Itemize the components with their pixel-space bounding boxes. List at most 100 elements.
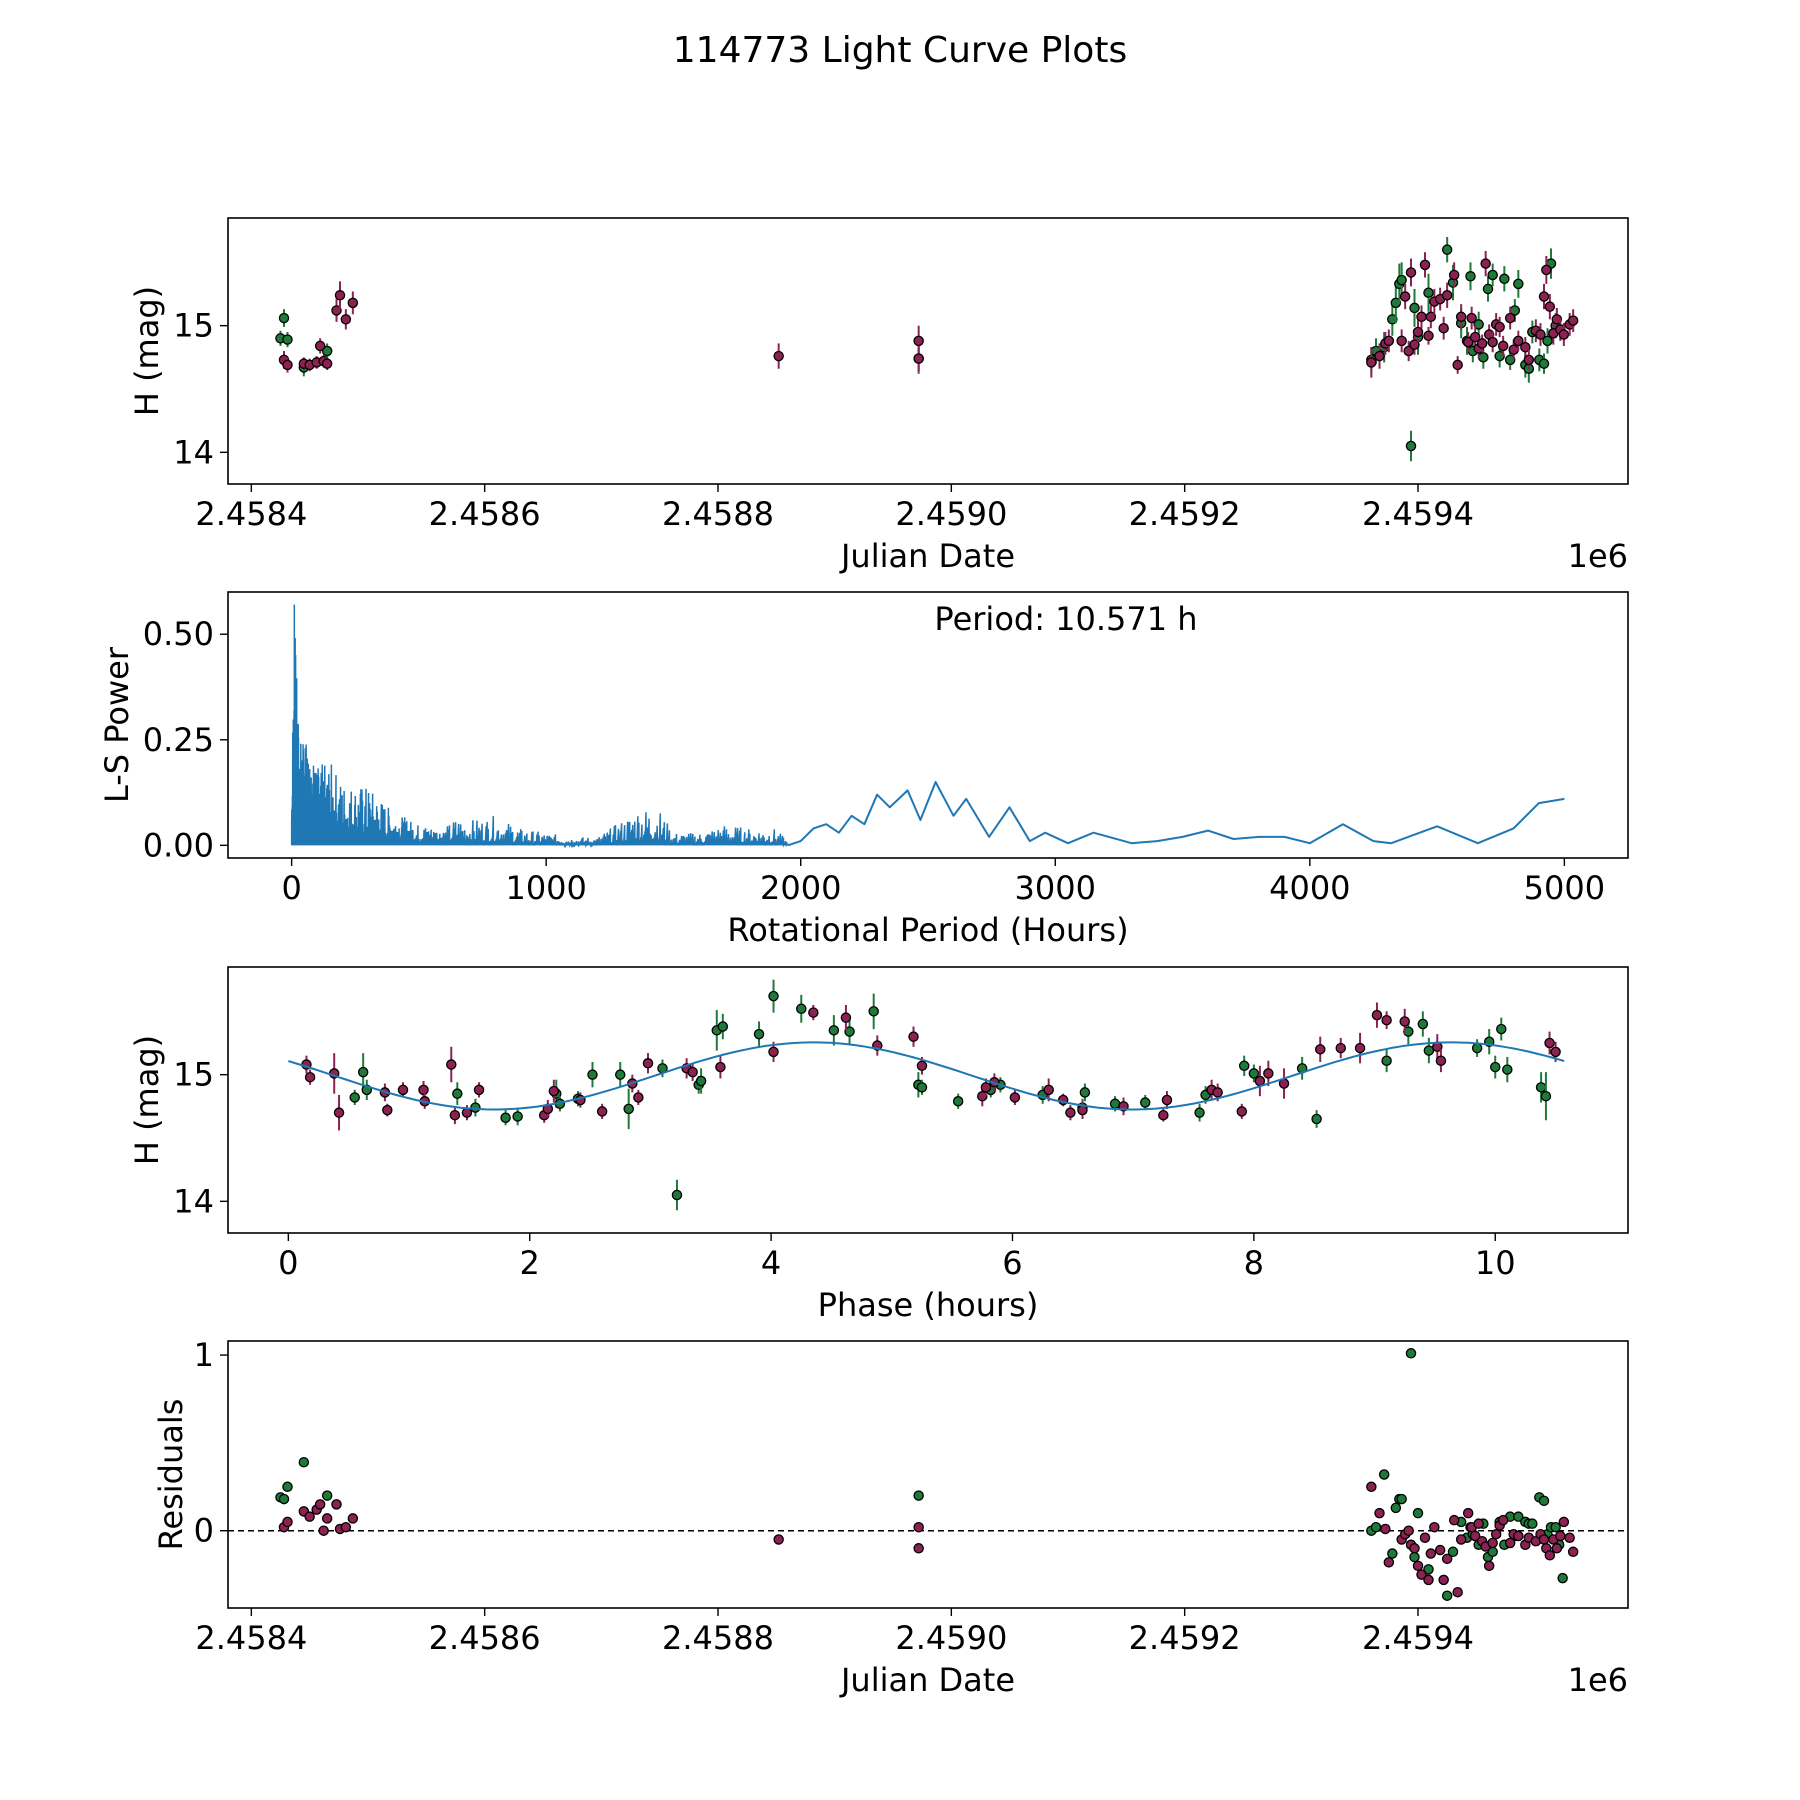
data-point <box>340 1521 352 1533</box>
data-point <box>1473 319 1484 330</box>
data-point <box>1558 1516 1570 1528</box>
data-point <box>1366 357 1377 368</box>
data-point <box>1429 1521 1440 1533</box>
data-point <box>446 1059 457 1070</box>
data-point <box>1535 329 1546 340</box>
data-point <box>1550 1046 1561 1058</box>
data-point <box>1469 1530 1481 1542</box>
data-point <box>1374 350 1385 362</box>
data-point <box>347 297 359 309</box>
data-point <box>1371 1009 1383 1021</box>
data-point <box>1405 267 1417 278</box>
data-point <box>331 305 342 316</box>
data-point <box>278 1493 290 1505</box>
data-point <box>1194 1107 1205 1118</box>
data-point <box>1387 314 1398 325</box>
data-point <box>1423 330 1434 342</box>
data-point <box>1425 1548 1437 1559</box>
data-point <box>1390 297 1402 309</box>
data-point <box>314 340 326 352</box>
data-point <box>1254 1075 1266 1087</box>
data-point <box>1538 1534 1550 1545</box>
data-point <box>1405 1348 1417 1359</box>
data-point <box>500 1112 511 1123</box>
panel-periodogram: Period: 10.571 h 0 1000 2000 3000 4000 5000 0.0… <box>98 591 1629 949</box>
data-point <box>1487 269 1498 281</box>
data-point <box>1423 1574 1434 1586</box>
data-point <box>773 1534 784 1545</box>
data-point <box>321 358 333 369</box>
data-point <box>548 1085 560 1097</box>
data-layer <box>290 604 1565 849</box>
data-point <box>1212 1087 1223 1098</box>
data-point <box>1416 1569 1427 1580</box>
periodogram-smooth-line <box>787 781 1565 847</box>
data-point <box>349 1092 360 1103</box>
data-point <box>1540 1090 1552 1102</box>
data-point <box>1550 1521 1561 1533</box>
data-point <box>587 1069 598 1080</box>
figure-title: 114773 Light Curve Plots <box>672 30 1128 71</box>
data-point <box>1496 1023 1507 1035</box>
data-point <box>916 1060 928 1072</box>
data-point <box>473 1084 485 1096</box>
x-tick-label: 0 <box>278 1244 298 1282</box>
x-axis-label: Rotational Period (Hours) <box>727 911 1128 949</box>
data-point <box>1396 1493 1407 1505</box>
data-point <box>1405 440 1417 452</box>
data-point <box>318 1525 329 1536</box>
data-point <box>1311 1113 1322 1125</box>
panel-phased: 0 2 4 6 8 10 14 15 Phase (hours) H (mag) <box>128 966 1629 1324</box>
data-point <box>1497 340 1509 352</box>
data-point <box>1419 1532 1431 1543</box>
y-axis-label: H (mag) <box>128 1035 166 1165</box>
x-axis-label: Julian Date <box>839 1661 1015 1699</box>
x-tick-label: 2.4594 <box>1362 495 1474 533</box>
data-point <box>1482 283 1494 295</box>
data-point <box>1434 1544 1446 1556</box>
data-point <box>1354 1042 1366 1054</box>
x-tick-label: 2.4590 <box>895 495 1007 533</box>
data-point <box>1374 1507 1385 1519</box>
data-point <box>1480 258 1491 269</box>
data-point <box>1567 315 1579 326</box>
y-axis-label: Residuals <box>152 1399 190 1551</box>
data-point <box>1462 1507 1474 1519</box>
data-point <box>1381 1014 1392 1026</box>
data-layer <box>275 237 1579 462</box>
data-point <box>512 1111 523 1122</box>
y-tick-label: 0.00 <box>143 826 214 864</box>
data-point <box>773 350 784 362</box>
data-point <box>1381 1055 1392 1066</box>
data-point <box>1504 1537 1516 1549</box>
data-point <box>1513 1511 1524 1522</box>
data-point <box>1396 335 1407 347</box>
y-tick-label: 14 <box>173 433 214 471</box>
data-point <box>1513 1530 1524 1542</box>
panel-raw: 2.4584 2.4586 2.4588 2.4590 2.4592 2.4594 14 15… <box>128 217 1629 575</box>
data-point <box>1409 1551 1420 1563</box>
data-point <box>321 1490 333 1501</box>
data-point <box>1520 341 1531 353</box>
data-point <box>1419 259 1431 271</box>
data-point <box>1476 338 1488 349</box>
data-layer <box>288 979 1565 1211</box>
data-point <box>1314 1044 1326 1055</box>
data-point <box>1438 1574 1449 1586</box>
data-point <box>1399 1016 1410 1027</box>
data-point <box>1527 1518 1538 1529</box>
data-point <box>1478 352 1489 363</box>
data-point <box>1396 274 1407 286</box>
data-point <box>314 1499 326 1510</box>
data-point <box>282 1516 293 1528</box>
data-point <box>1499 273 1510 285</box>
x-axis-label: Phase (hours) <box>818 1286 1039 1324</box>
axes-frame <box>227 1340 1629 1609</box>
data-point <box>1417 1018 1429 1030</box>
data-point <box>1469 331 1481 343</box>
data-point <box>1504 312 1516 324</box>
data-point <box>1452 1586 1463 1598</box>
data-point <box>1412 1507 1424 1519</box>
y-tick-label: 1 <box>194 1336 214 1374</box>
